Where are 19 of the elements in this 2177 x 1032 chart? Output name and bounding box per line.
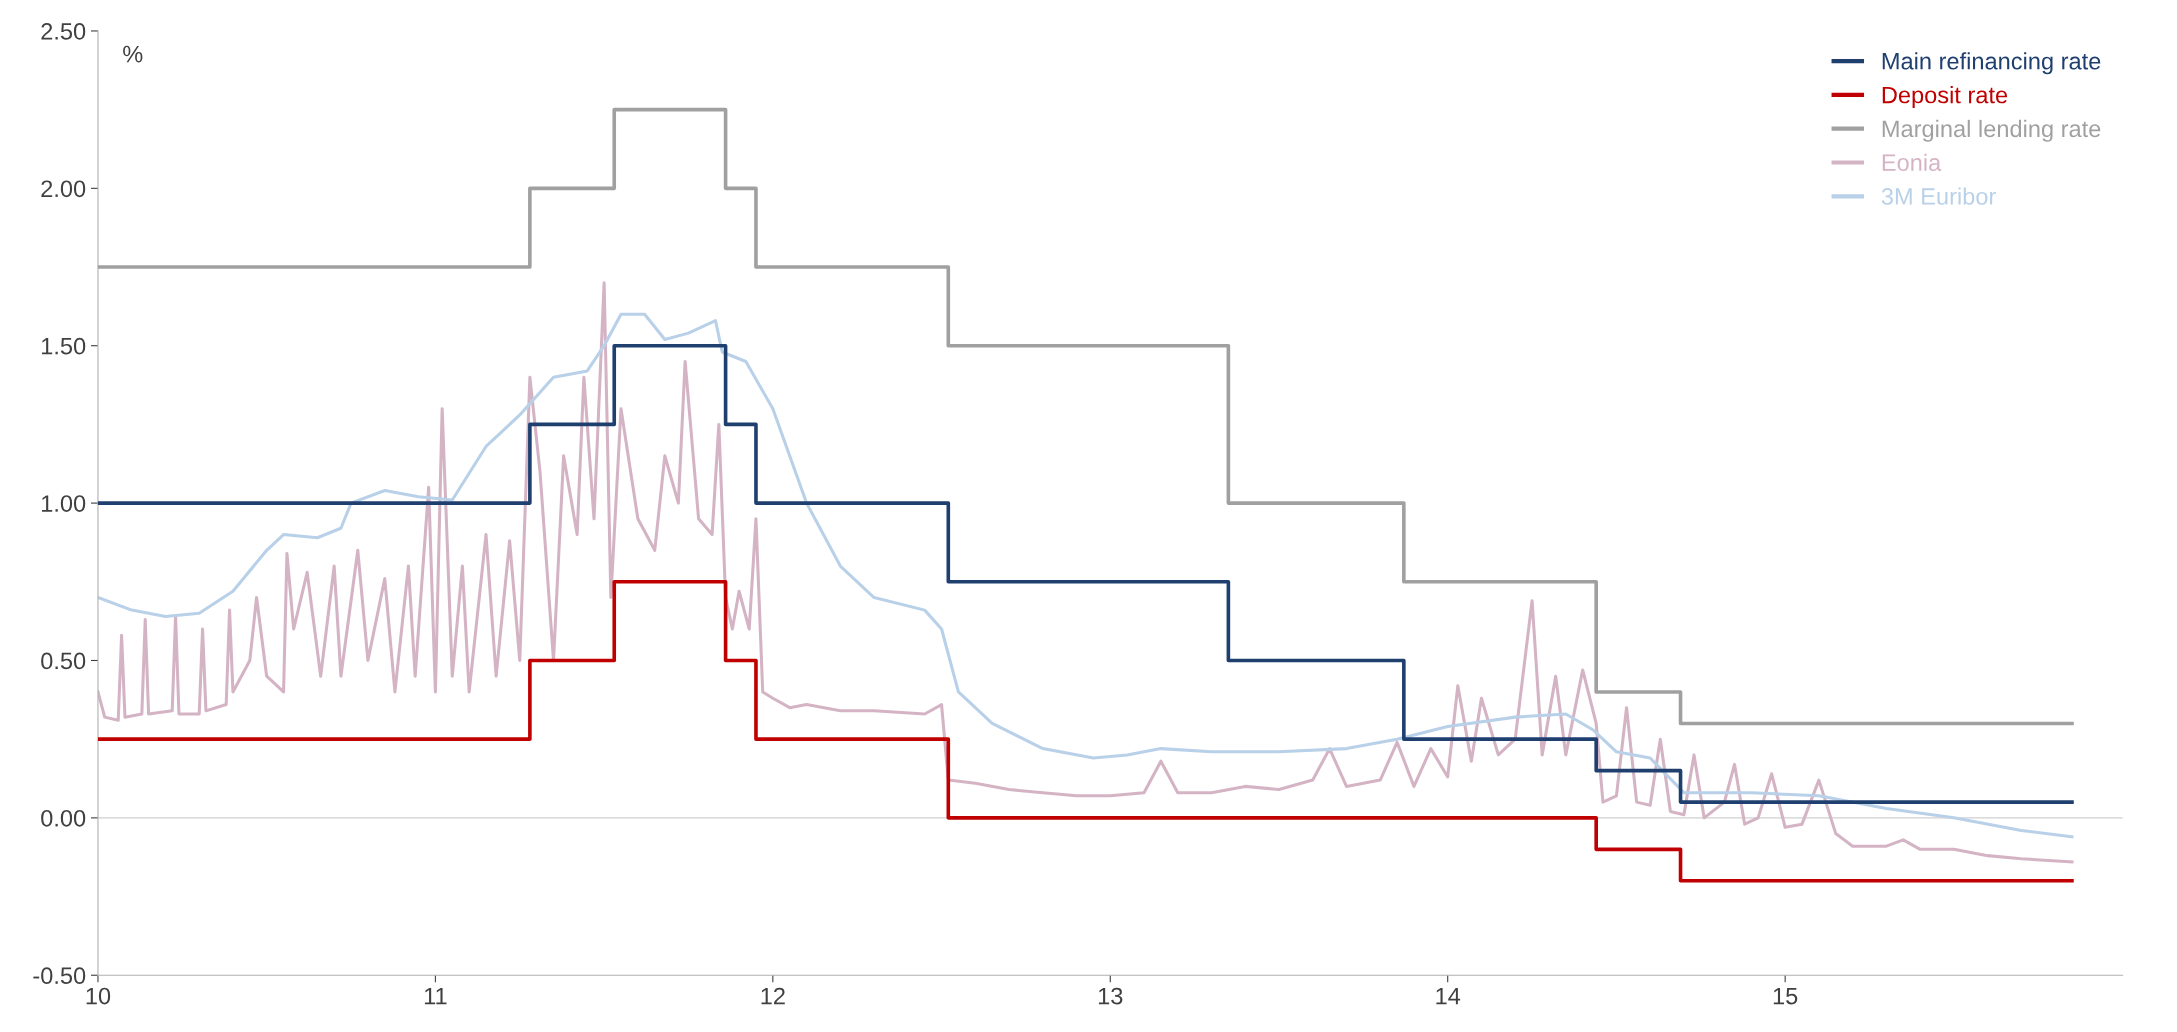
x-tick-label: 13 [1098,987,1123,1005]
y-tick-label: 0.50 [41,652,86,670]
y-tick-label: 1.00 [42,495,86,512]
x-tick-label: 12 [761,987,785,1005]
y-tick-label: -0.50 [33,967,86,985]
legend-label: 3M Euribor [1881,187,1996,205]
x-tick-label: 15 [1773,987,1798,1005]
annotation: % [123,45,143,63]
legend-label: Deposit rate [1882,86,2008,109]
x-tick-label: 10 [86,987,111,1005]
x-tick-label: 11 [424,987,447,1005]
y-tick-label: 1.50 [42,337,86,355]
legend-label: Main refinancing rate [1882,52,2101,75]
x-tick-label: 14 [1436,987,1461,1005]
legend-label: Marginal lending rate [1882,119,2101,142]
y-tick-label: 0.00 [41,809,86,827]
legend-label: Eonia [1882,153,1942,171]
y-tick-label: 2.00 [41,180,86,198]
y-tick-label: 2.50 [41,23,86,40]
